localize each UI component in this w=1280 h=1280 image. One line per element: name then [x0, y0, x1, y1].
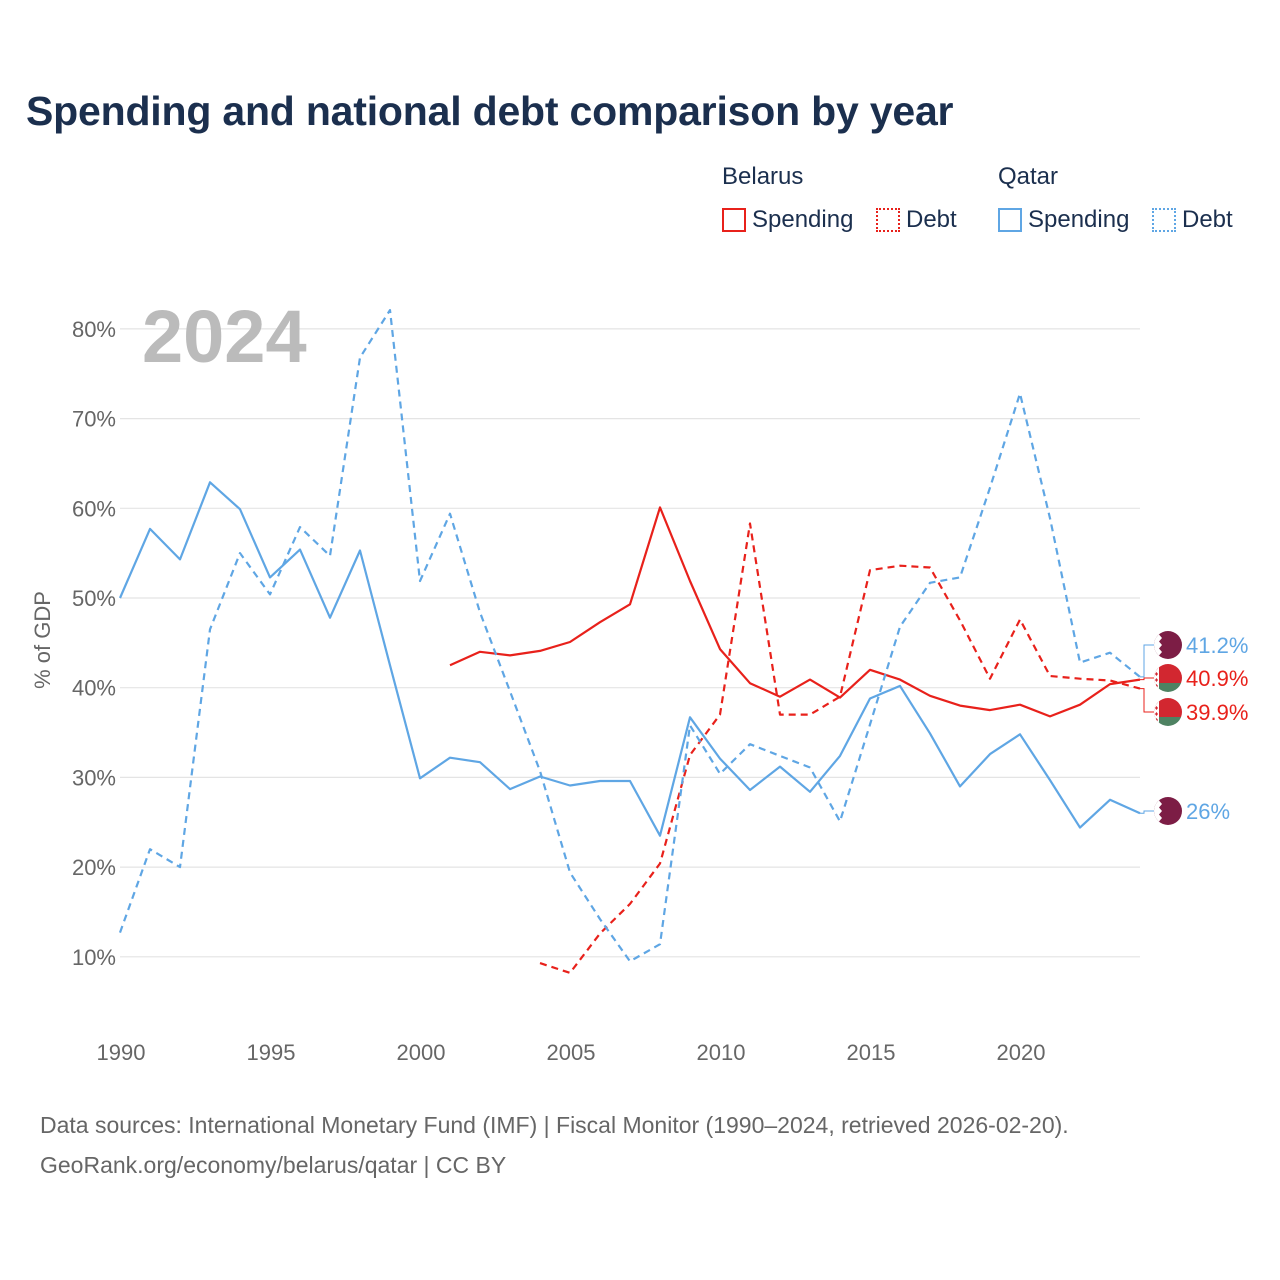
x-tick-label: 2005 [547, 1040, 596, 1065]
legend-belarus-debt[interactable]: Debt [876, 205, 957, 235]
end-label-qatar-debt: 41.2% [1186, 633, 1248, 658]
end-label-belarus-debt: 39.9% [1186, 700, 1248, 725]
belarus-flag-icon [1154, 664, 1182, 692]
source-url-line: GeoRank.org/economy/belarus/qatar | CC B… [40, 1152, 507, 1178]
x-tick-label: 2015 [847, 1040, 896, 1065]
y-tick-label: 50% [72, 586, 116, 611]
y-tick-label: 40% [72, 676, 116, 701]
legend-label-qatar-spending: Spending [1028, 206, 1130, 233]
legend-swatch-belarus-debt [876, 208, 900, 232]
source-line: Data sources: International Monetary Fun… [40, 1112, 1069, 1138]
x-tick-label: 1990 [97, 1040, 146, 1065]
x-tick-label: 2020 [997, 1040, 1046, 1065]
source-note: Data sources: International Monetary Fun… [40, 1105, 1069, 1185]
legend-swatch-belarus-spending [722, 208, 746, 232]
label-connector [1140, 644, 1154, 678]
legend-belarus-spending[interactable]: Spending [722, 205, 853, 235]
legend-qatar-debt[interactable]: Debt [1152, 205, 1233, 235]
series-line-qatar-spending[interactable] [118, 481, 1141, 837]
legend-label-belarus-debt: Debt [906, 206, 957, 233]
legend-label-qatar-debt: Debt [1182, 206, 1233, 233]
label-connector [1140, 677, 1154, 681]
series-line-belarus-debt[interactable] [539, 522, 1141, 975]
chart-title: Spending and national debt comparison by… [26, 88, 954, 134]
x-tick-label: 2010 [697, 1040, 746, 1065]
x-tick-label: 2000 [397, 1040, 446, 1065]
y-tick-label: 80% [72, 317, 116, 342]
y-tick-label: 70% [72, 407, 116, 432]
qatar-flag-icon [1154, 631, 1182, 659]
y-tick-label: 10% [72, 945, 116, 970]
label-connector [1140, 688, 1154, 713]
legend-swatch-qatar-spending [998, 208, 1022, 232]
y-tick-label: 60% [72, 496, 116, 521]
y-tick-label: 30% [72, 765, 116, 790]
end-label-belarus-spending: 40.9% [1186, 666, 1248, 691]
y-axis-title: % of GDP [30, 591, 55, 689]
y-tick-label: 20% [72, 855, 116, 880]
series-line-qatar-debt[interactable] [118, 309, 1141, 963]
legend-qatar-spending[interactable]: Spending [998, 205, 1129, 235]
legend-label-belarus-spending: Spending [752, 206, 854, 233]
label-connector [1140, 810, 1154, 814]
legend-group-belarus: Belarus [722, 163, 804, 190]
end-label-qatar-spending: 26% [1186, 799, 1230, 824]
legend-group-qatar: Qatar [998, 163, 1059, 190]
series-line-belarus-spending[interactable] [449, 506, 1141, 718]
belarus-flag-icon [1154, 698, 1182, 726]
legend-swatch-qatar-debt [1152, 208, 1176, 232]
x-tick-label: 1995 [247, 1040, 296, 1065]
qatar-flag-icon [1154, 797, 1182, 825]
year-label: 2024 [142, 295, 307, 378]
